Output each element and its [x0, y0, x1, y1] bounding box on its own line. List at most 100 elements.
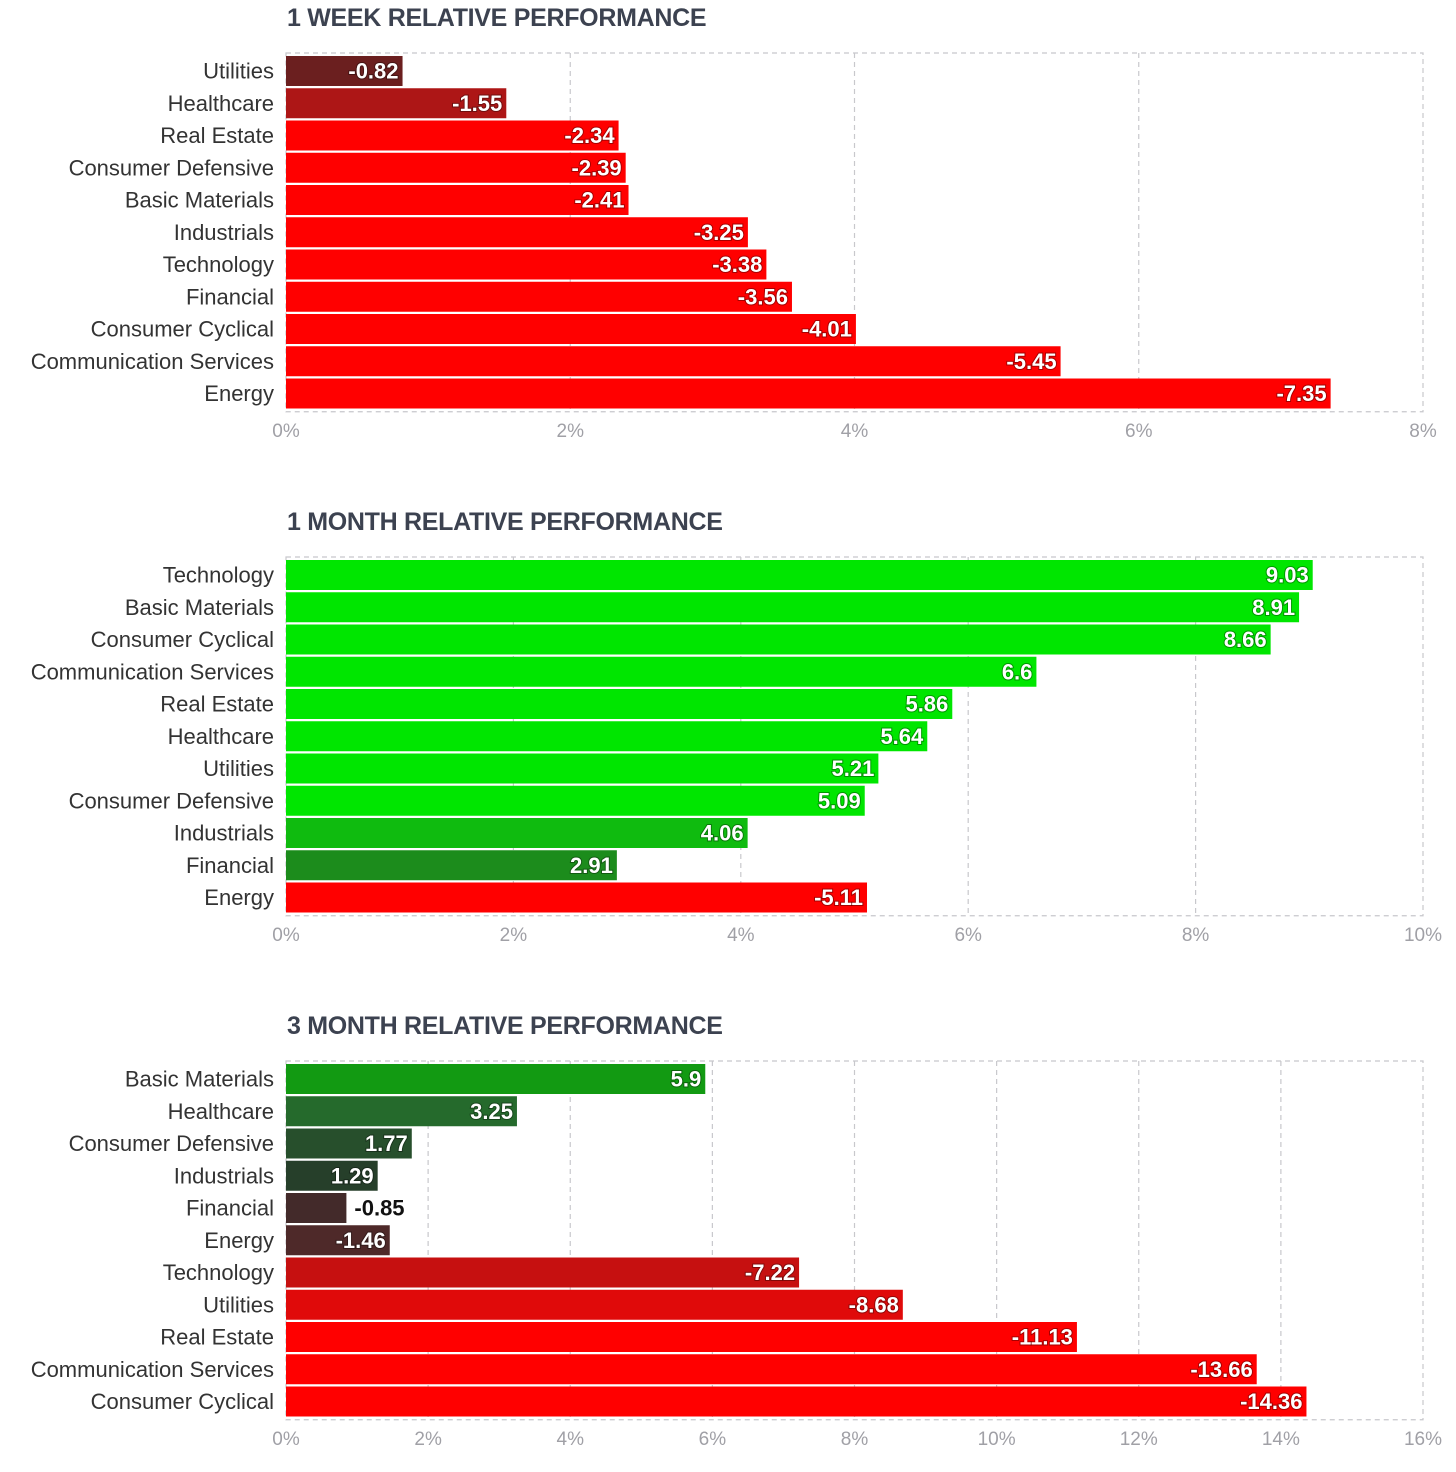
data-label: 6.6	[1002, 659, 1033, 684]
x-tick-label: 0%	[272, 1429, 300, 1450]
data-label: -7.35	[1276, 381, 1326, 406]
bar	[286, 1064, 706, 1094]
bar	[286, 378, 1331, 409]
x-tick-label: 6%	[1125, 421, 1153, 442]
data-label: 5.86	[905, 692, 948, 717]
category-label: Industrials	[174, 821, 274, 846]
chart-plot: 0% 2% 4% 6% 8% Utilities -0.82 Healthcare -1.55 R…	[31, 52, 1437, 442]
x-tick-label: 16%	[1404, 1429, 1442, 1450]
category-label: Consumer Cyclical	[91, 627, 274, 652]
category-label: Financial	[186, 853, 274, 878]
x-tick-label: 4%	[557, 1429, 585, 1450]
data-label: 5.09	[818, 788, 861, 813]
bar	[286, 850, 617, 881]
bar	[286, 1354, 1257, 1385]
bar	[286, 1128, 412, 1159]
category-label: Real Estate	[160, 1325, 274, 1350]
data-label: 2.91	[570, 853, 613, 878]
data-label: -5.45	[1006, 349, 1056, 374]
chart-1-month: 1 MONTH RELATIVE PERFORMANCE 0% 2% 4% 6% 8% 1…	[0, 508, 1456, 968]
data-label: 9.03	[1266, 563, 1309, 588]
data-label: 5.9	[671, 1067, 702, 1092]
bar	[286, 1160, 378, 1191]
bar	[286, 217, 748, 248]
category-label: Basic Materials	[125, 595, 274, 620]
chart-plot: 0% 2% 4% 6% 8% 10% 12% 14% 16% Basic Materials 5.9…	[31, 1060, 1442, 1450]
bar	[286, 818, 748, 848]
x-tick-label: 2%	[500, 925, 528, 946]
category-label: Energy	[204, 381, 274, 406]
bar	[286, 56, 403, 86]
bar	[286, 249, 767, 280]
data-label: -13.66	[1190, 1357, 1252, 1382]
data-label: -2.34	[564, 123, 615, 148]
x-tick-label: 8%	[1409, 421, 1437, 442]
bar	[286, 689, 953, 719]
chart-1-week: 1 WEEK RELATIVE PERFORMANCE 0% 2% 4% 6% 8% Ut…	[0, 4, 1456, 464]
x-tick-label: 4%	[841, 421, 869, 442]
bar	[286, 656, 1037, 687]
category-label: Consumer Defensive	[69, 1131, 274, 1156]
x-tick-label: 10%	[978, 1429, 1016, 1450]
category-label: Utilities	[203, 1292, 274, 1317]
bar	[286, 592, 1300, 623]
category-label: Energy	[204, 1228, 274, 1253]
x-tick-label: 8%	[1182, 925, 1210, 946]
data-label: 4.06	[701, 821, 744, 846]
x-tick-label: 0%	[272, 421, 300, 442]
data-label: -1.46	[336, 1228, 386, 1253]
category-label: Healthcare	[168, 724, 274, 749]
chart-plot: 0% 2% 4% 6% 8% 10% Technology 9.03 Basic Materia…	[31, 556, 1442, 946]
data-label: -7.22	[745, 1260, 795, 1285]
category-label: Consumer Defensive	[69, 155, 274, 180]
category-label: Communication Services	[31, 349, 274, 374]
bar	[286, 346, 1061, 377]
bar	[286, 785, 865, 816]
x-tick-label: 8%	[841, 1429, 869, 1450]
data-label: -11.13	[1012, 1325, 1073, 1350]
bar	[286, 185, 629, 215]
chart-title: 1 WEEK RELATIVE PERFORMANCE	[287, 4, 707, 32]
category-label: Technology	[163, 563, 274, 588]
x-tick-label: 6%	[699, 1429, 727, 1450]
data-label: 1.29	[331, 1163, 374, 1188]
data-label: 5.64	[880, 724, 924, 749]
data-label: -8.68	[849, 1292, 899, 1317]
data-label: -3.25	[694, 220, 744, 245]
category-label: Communication Services	[31, 1357, 274, 1382]
bar	[286, 753, 879, 784]
data-label: 1.77	[365, 1131, 408, 1156]
bar	[286, 1096, 517, 1127]
bar	[286, 721, 928, 752]
category-label: Consumer Cyclical	[91, 317, 274, 342]
category-label: Financial	[186, 1196, 274, 1221]
category-label: Industrials	[174, 1163, 274, 1188]
data-label: -3.38	[712, 252, 762, 277]
bar	[286, 314, 856, 344]
category-label: Basic Materials	[125, 188, 274, 213]
bar	[286, 560, 1313, 590]
data-label: 8.91	[1252, 595, 1295, 620]
category-label: Healthcare	[168, 1099, 274, 1124]
category-label: Basic Materials	[125, 1067, 274, 1092]
bar	[286, 1225, 390, 1256]
data-label: -2.41	[574, 188, 624, 213]
bar	[286, 1289, 903, 1320]
data-label: 5.21	[832, 756, 875, 781]
bar	[286, 88, 507, 119]
category-label: Technology	[163, 252, 274, 277]
x-tick-label: 12%	[1120, 1429, 1158, 1450]
x-tick-label: 0%	[272, 925, 300, 946]
category-label: Consumer Defensive	[69, 788, 274, 813]
data-label: -4.01	[802, 317, 852, 342]
bar	[286, 1257, 800, 1288]
bar	[286, 281, 792, 312]
data-label: 8.66	[1224, 627, 1267, 652]
data-label: -0.85	[354, 1196, 404, 1221]
chart-title: 3 MONTH RELATIVE PERFORMANCE	[287, 1012, 723, 1040]
category-label: Technology	[163, 1260, 274, 1285]
category-label: Utilities	[203, 756, 274, 781]
category-label: Communication Services	[31, 659, 274, 684]
data-label: -0.82	[348, 59, 398, 84]
bar	[286, 1193, 347, 1223]
